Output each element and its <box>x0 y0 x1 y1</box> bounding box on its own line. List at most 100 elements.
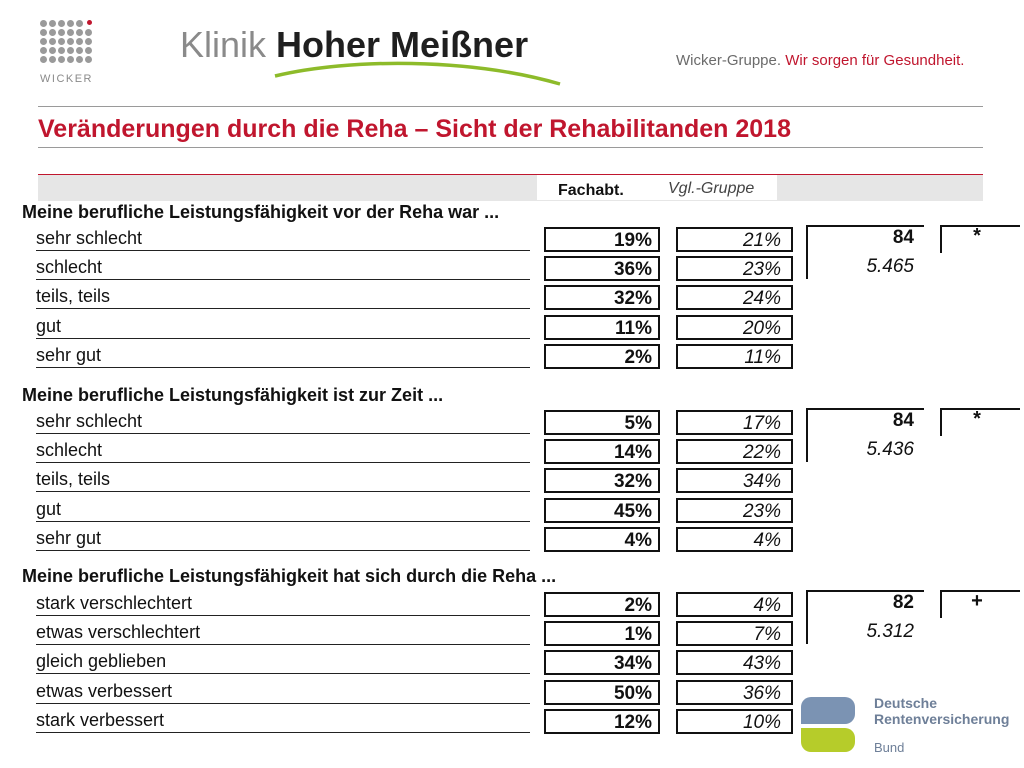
vgl-value: 21% <box>676 227 793 252</box>
logo-dot <box>58 47 65 54</box>
vgl-value: 4% <box>676 526 793 552</box>
logo-dot <box>67 38 74 45</box>
sample-size-vgl: 5.465 <box>866 256 914 277</box>
vgl-value: 10% <box>676 708 793 734</box>
logo-dot <box>67 29 74 36</box>
sample-size-fachabt: 84 <box>892 410 914 431</box>
fachabt-value: 50% <box>544 679 660 705</box>
fachabt-value: 4% <box>544 526 660 552</box>
logo-dot <box>49 20 56 27</box>
answer-label: gleich geblieben <box>36 649 530 675</box>
logo-dot <box>85 47 92 54</box>
header-divider <box>38 106 983 107</box>
vgl-value: 24% <box>676 285 793 311</box>
vgl-value: 22% <box>676 439 793 465</box>
fachabt-value: 11% <box>544 314 660 340</box>
drv-line2: Rentenversicherung <box>874 711 1010 727</box>
logo-dot <box>58 38 65 45</box>
answer-label: schlecht <box>36 438 530 464</box>
significance-marker: + <box>971 590 983 612</box>
drv-logo-text: Deutsche Rentenversicherung <box>874 695 1009 727</box>
drv-line1: Deutsche <box>874 695 938 711</box>
answer-label: teils, teils <box>36 467 530 493</box>
stat-box <box>806 590 924 644</box>
logo-dot <box>58 20 65 27</box>
significance-marker: * <box>973 225 981 247</box>
logo-dot <box>58 29 65 36</box>
clinic-name: Hoher Meißner <box>276 24 529 65</box>
column-header-band <box>38 174 983 201</box>
logo-dot <box>67 20 74 27</box>
significance-box <box>940 225 1020 253</box>
fachabt-value: 2% <box>544 592 660 617</box>
logo-dot <box>67 56 74 63</box>
column-header-fachabt: Fachabt. <box>558 182 624 199</box>
answer-label: gut <box>36 314 530 339</box>
clinic-logo: Klinik Hoher Meißner <box>180 24 528 66</box>
logo-dot <box>76 20 83 27</box>
logo-dot-accent <box>87 20 92 25</box>
answer-label: etwas verbessert <box>36 679 530 704</box>
answer-label: sehr gut <box>36 526 530 551</box>
vgl-value: 11% <box>676 343 793 369</box>
title-divider <box>38 147 983 148</box>
wicker-logo-dots <box>40 20 94 70</box>
significance-marker: * <box>973 408 981 430</box>
sample-size-fachabt: 82 <box>892 592 914 613</box>
vgl-value: 36% <box>676 679 793 705</box>
fachabt-value: 19% <box>544 227 660 252</box>
fachabt-value: 5% <box>544 410 660 435</box>
question-title: Meine berufliche Leistungsfähigkeit vor … <box>22 202 500 222</box>
tagline-accent: Wir sorgen für Gesundheit. <box>785 52 965 69</box>
logo-dot <box>85 29 92 36</box>
vgl-value: 43% <box>676 650 793 676</box>
wicker-logo-text: WICKER <box>40 73 93 85</box>
fachabt-value: 14% <box>544 439 660 465</box>
fachabt-value: 2% <box>544 343 660 369</box>
logo-dot <box>49 29 56 36</box>
answer-label: teils, teils <box>36 284 530 310</box>
tagline: Wicker-Gruppe. Wir sorgen für Gesundheit… <box>676 52 964 69</box>
vgl-value: 20% <box>676 314 793 340</box>
question-title: Meine berufliche Leistungsfähigkeit hat … <box>22 566 557 586</box>
vgl-value: 4% <box>676 592 793 617</box>
answer-label: sehr schlecht <box>36 226 530 251</box>
logo-dot <box>40 56 47 63</box>
fachabt-value: 34% <box>544 650 660 676</box>
drv-line3: Bund <box>874 740 905 755</box>
question-title: Meine berufliche Leistungsfähigkeit ist … <box>22 385 444 405</box>
fachabt-value: 32% <box>544 468 660 494</box>
tagline-prefix: Wicker-Gruppe. <box>676 52 782 69</box>
answer-label: gut <box>36 497 530 522</box>
fachabt-value: 12% <box>544 708 660 734</box>
logo-dot <box>76 38 83 45</box>
answer-label: sehr gut <box>36 343 530 368</box>
drv-logo-green-shape <box>801 728 855 752</box>
column-header-vgl: Vgl.-Gruppe <box>668 180 755 197</box>
answer-label: stark verschlechtert <box>36 591 530 616</box>
vgl-value: 23% <box>676 256 793 282</box>
clinic-swoosh-icon <box>274 61 561 86</box>
sample-size-vgl: 5.436 <box>866 439 914 460</box>
logo-dot <box>76 56 83 63</box>
stat-box <box>806 225 924 279</box>
logo-dot <box>40 20 47 27</box>
fachabt-value: 45% <box>544 497 660 523</box>
vgl-value: 7% <box>676 621 793 647</box>
logo-dot <box>49 47 56 54</box>
vgl-value: 17% <box>676 410 793 435</box>
vgl-value: 34% <box>676 468 793 494</box>
column-header-gap <box>537 175 777 200</box>
logo-dot <box>40 38 47 45</box>
logo-dot <box>58 56 65 63</box>
answer-label: sehr schlecht <box>36 409 530 434</box>
clinic-prefix: Klinik <box>180 24 267 65</box>
answer-label: etwas verschlechtert <box>36 620 530 646</box>
fachabt-value: 32% <box>544 285 660 311</box>
drv-logo-blue-shape <box>801 697 855 724</box>
vgl-value: 23% <box>676 497 793 523</box>
logo-dot <box>49 38 56 45</box>
fachabt-value: 36% <box>544 256 660 282</box>
significance-box <box>940 590 1020 618</box>
logo-dot <box>40 47 47 54</box>
